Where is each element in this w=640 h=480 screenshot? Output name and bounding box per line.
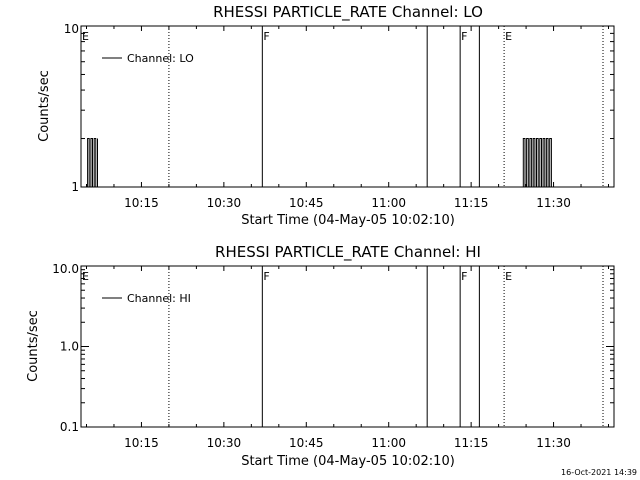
lo-flag-label-6: E xyxy=(505,30,512,43)
lo-panel-title: RHESSI PARTICLE_RATE Channel: LO xyxy=(213,3,483,22)
hi-y-tick-label-2: 10.0 xyxy=(52,262,79,276)
hi-flag-label-0: E xyxy=(82,270,89,283)
lo-y-tick-label-0: 1 xyxy=(71,180,79,194)
hi-panel-title: RHESSI PARTICLE_RATE Channel: HI xyxy=(215,243,481,262)
lo-x-tick-label-2: 10:45 xyxy=(289,196,324,210)
hi-x-tick-label-3: 11:00 xyxy=(371,436,406,450)
hi-x-tick-label-1: 10:30 xyxy=(207,436,242,450)
lo-flag-label-0: E xyxy=(82,30,89,43)
footer-timestamp: 16-Oct-2021 14:39 xyxy=(561,468,637,477)
lo-y-axis-label: Counts/sec xyxy=(37,70,52,142)
hi-flag-label-6: E xyxy=(505,270,512,283)
lo-flag-label-4: F xyxy=(461,30,467,43)
lo-channel-panel: RHESSI PARTICLE_RATE Channel: LO E F F E 10… xyxy=(37,3,615,228)
lo-series-marks xyxy=(87,138,552,188)
lo-x-axis-label: Start Time (04-May-05 10:02:10) xyxy=(241,213,455,228)
lo-plot-frame xyxy=(80,25,615,188)
lo-x-tick-label-5: 11:30 xyxy=(536,196,571,210)
lo-x-ticks: 10:15 10:30 10:45 11:00 11:15 11:30 xyxy=(85,26,610,210)
hi-x-tick-label-0: 10:15 xyxy=(124,436,159,450)
lo-y-tick-label-1: 10 xyxy=(64,22,79,36)
lo-x-tick-label-0: 10:15 xyxy=(124,196,159,210)
hi-plot-frame xyxy=(80,265,615,428)
lo-legend-label: Channel: LO xyxy=(127,52,194,65)
lo-y-ticks: 1 10 xyxy=(64,22,614,194)
lo-x-tick-label-1: 10:30 xyxy=(207,196,242,210)
hi-legend-label: Channel: HI xyxy=(127,292,191,305)
lo-x-tick-label-4: 11:15 xyxy=(454,196,489,210)
lo-flag-label-2: F xyxy=(263,30,269,43)
hi-x-axis-label: Start Time (04-May-05 10:02:10) xyxy=(241,454,455,469)
hi-x-tick-label-2: 10:45 xyxy=(289,436,324,450)
hi-flag-label-2: F xyxy=(263,270,269,283)
hi-y-tick-label-1: 1.0 xyxy=(60,340,79,354)
hi-x-tick-label-4: 11:15 xyxy=(454,436,489,450)
hi-y-ticks: 0.1 1.0 10.0 xyxy=(52,262,614,434)
hi-y-axis-label: Counts/sec xyxy=(26,310,41,382)
hi-flag-label-4: F xyxy=(461,270,467,283)
hi-channel-panel: RHESSI PARTICLE_RATE Channel: HI E F F E 10… xyxy=(26,243,615,469)
hi-y-tick-label-0: 0.1 xyxy=(60,420,79,434)
lo-x-tick-label-3: 11:00 xyxy=(371,196,406,210)
lo-series-0-burst-1 xyxy=(522,138,552,188)
lo-series-0-burst-0 xyxy=(87,138,98,188)
hi-x-ticks: 10:15 10:30 10:45 11:00 11:15 11:30 xyxy=(85,266,610,450)
hi-x-tick-label-5: 11:30 xyxy=(536,436,571,450)
